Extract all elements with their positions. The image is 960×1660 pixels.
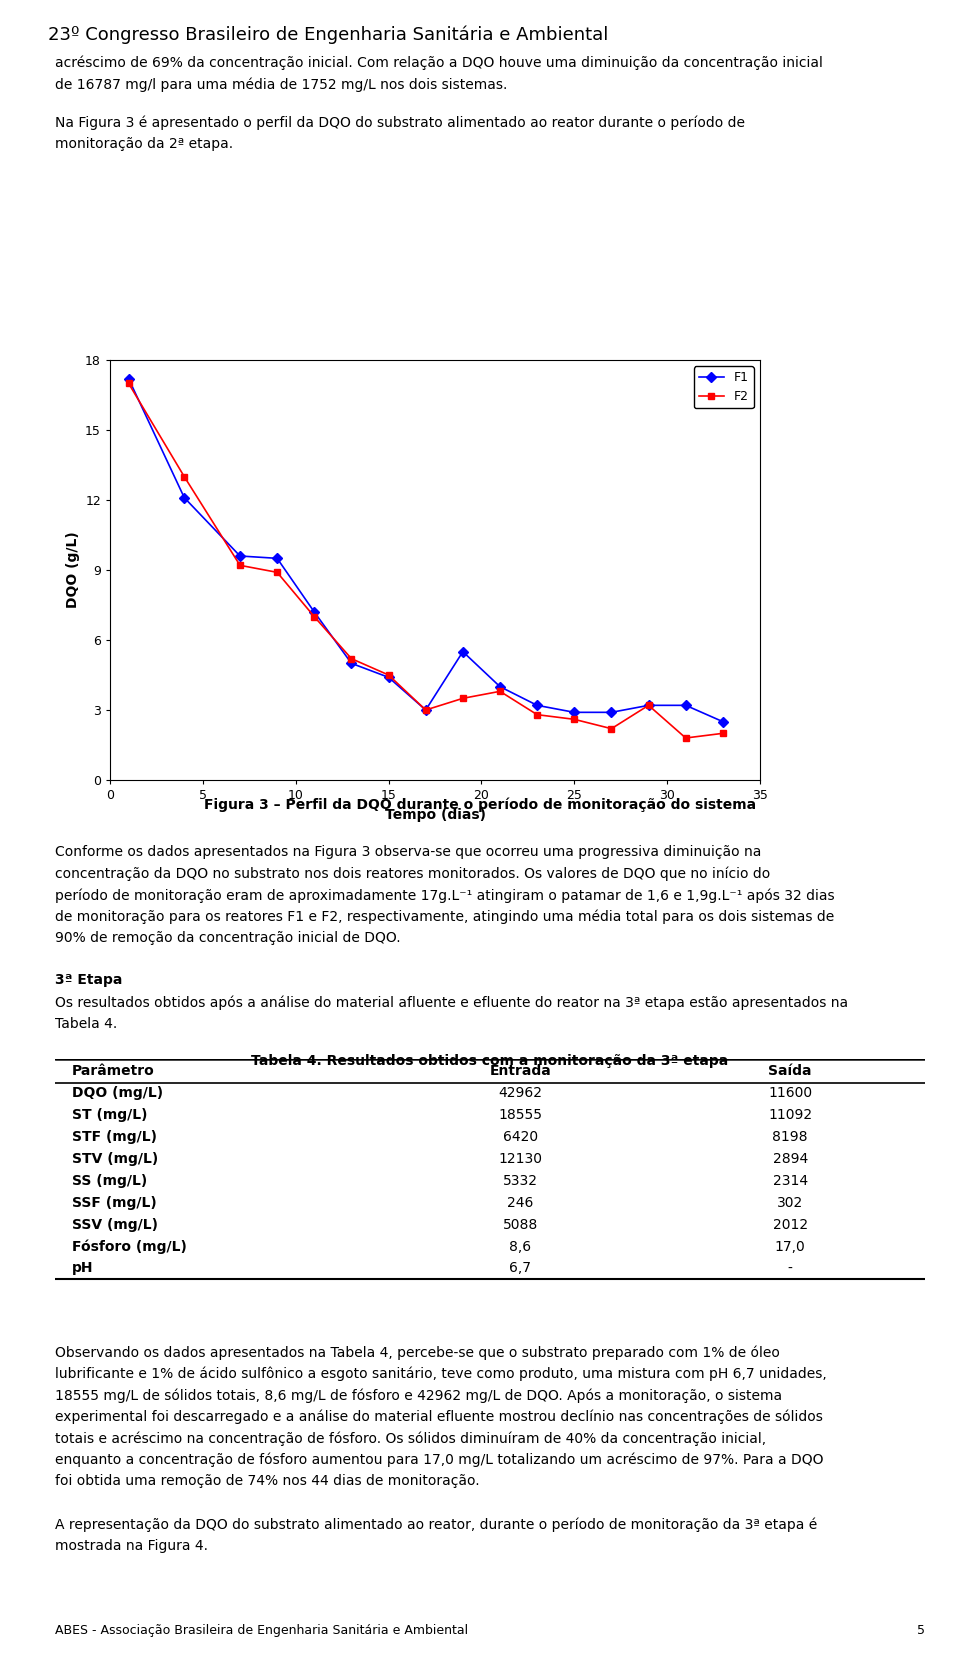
Y-axis label: DQO (g/L): DQO (g/L) — [65, 531, 80, 608]
Text: foi obtida uma remoção de 74% nos 44 dias de monitoração.: foi obtida uma remoção de 74% nos 44 dia… — [55, 1474, 480, 1487]
Text: 17,0: 17,0 — [775, 1240, 805, 1253]
F2 — [346, 649, 357, 669]
Text: 6420: 6420 — [503, 1130, 538, 1144]
Text: pH: pH — [72, 1262, 93, 1275]
Text: 2012: 2012 — [773, 1218, 807, 1232]
Text: 6,7: 6,7 — [510, 1262, 532, 1275]
Line: F2: F2 — [125, 380, 727, 742]
Text: SSF (mg/L): SSF (mg/L) — [72, 1195, 156, 1210]
Text: Os resultados obtidos após a análise do material afluente e efluente do reator n: Os resultados obtidos após a análise do … — [55, 996, 848, 1009]
F1 — [272, 548, 283, 568]
F1 — [494, 677, 506, 697]
Text: Observando os dados apresentados na Tabela 4, percebe-se que o substrato prepara: Observando os dados apresentados na Tabe… — [55, 1345, 780, 1360]
Text: período de monitoração eram de aproximadamente 17g.L⁻¹ atingiram o patamar de 1,: período de monitoração eram de aproximad… — [55, 888, 834, 903]
Text: 18555 mg/L de sólidos totais, 8,6 mg/L de fósforo e 42962 mg/L de DQO. Após a mo: 18555 mg/L de sólidos totais, 8,6 mg/L d… — [55, 1388, 782, 1403]
F2 — [272, 563, 283, 583]
Text: mostrada na Figura 4.: mostrada na Figura 4. — [55, 1539, 208, 1554]
Text: 42962: 42962 — [498, 1087, 542, 1101]
F2 — [494, 681, 506, 701]
F1 — [179, 488, 190, 508]
Text: Figura 3 – Perfil da DQO durante o período de monitoração do sistema: Figura 3 – Perfil da DQO durante o perío… — [204, 798, 756, 812]
F1 — [532, 696, 543, 715]
Text: Parâmetro: Parâmetro — [72, 1064, 155, 1077]
Text: 12130: 12130 — [498, 1152, 542, 1165]
F2 — [532, 706, 543, 725]
F1 — [383, 667, 395, 687]
Text: SS (mg/L): SS (mg/L) — [72, 1174, 147, 1189]
Text: 8,6: 8,6 — [510, 1240, 532, 1253]
Text: 11092: 11092 — [768, 1109, 812, 1122]
Text: Tabela 4.: Tabela 4. — [55, 1018, 117, 1031]
F2 — [383, 666, 395, 686]
Text: 8198: 8198 — [773, 1130, 808, 1144]
F2 — [717, 724, 729, 744]
Text: 2314: 2314 — [773, 1174, 807, 1189]
Text: SSV (mg/L): SSV (mg/L) — [72, 1218, 157, 1232]
Text: 2894: 2894 — [773, 1152, 807, 1165]
F2 — [179, 466, 190, 486]
Text: Na Figura 3 é apresentado o perfil da DQO do substrato alimentado ao reator dura: Na Figura 3 é apresentado o perfil da DQ… — [55, 115, 745, 129]
Text: enquanto a concentração de fósforo aumentou para 17,0 mg/L totalizando um acrésc: enquanto a concentração de fósforo aumen… — [55, 1452, 824, 1467]
F2 — [680, 729, 691, 749]
Text: monitoração da 2ª etapa.: monitoração da 2ª etapa. — [55, 138, 233, 151]
F1 — [346, 654, 357, 674]
X-axis label: Tempo (dias): Tempo (dias) — [385, 807, 486, 822]
Text: totais e acréscimo na concentração de fósforo. Os sólidos diminuíram de 40% da c: totais e acréscimo na concentração de fó… — [55, 1431, 766, 1446]
Text: 246: 246 — [507, 1195, 534, 1210]
F2 — [234, 556, 246, 576]
Text: 5088: 5088 — [503, 1218, 538, 1232]
Text: 5332: 5332 — [503, 1174, 538, 1189]
Text: 23º Congresso Brasileiro de Engenharia Sanitária e Ambiental: 23º Congresso Brasileiro de Engenharia S… — [48, 25, 609, 43]
Text: lubrificante e 1% de ácido sulfônico a esgoto sanitário, teve como produto, uma : lubrificante e 1% de ácido sulfônico a e… — [55, 1366, 827, 1381]
Text: A representação da DQO do substrato alimentado ao reator, durante o período de m: A representação da DQO do substrato alim… — [55, 1517, 817, 1532]
Text: experimental foi descarregado e a análise do material efluente mostrou declínio : experimental foi descarregado e a anális… — [55, 1409, 823, 1424]
Text: DQO (mg/L): DQO (mg/L) — [72, 1087, 162, 1101]
F1 — [568, 702, 580, 722]
F2 — [606, 719, 617, 739]
Text: Saída: Saída — [768, 1064, 812, 1077]
Line: F1: F1 — [125, 375, 727, 725]
F1 — [420, 701, 431, 720]
F2 — [643, 696, 655, 715]
Text: de monitoração para os reatores F1 e F2, respectivamente, atingindo uma média to: de monitoração para os reatores F1 e F2,… — [55, 910, 834, 925]
F1 — [606, 702, 617, 722]
F2 — [457, 689, 468, 709]
F1 — [717, 712, 729, 732]
Text: 5: 5 — [917, 1623, 925, 1637]
Text: acréscimo de 69% da concentração inicial. Com relação a DQO houve uma diminuição: acréscimo de 69% da concentração inicial… — [55, 55, 823, 70]
F1 — [234, 546, 246, 566]
Text: Tabela 4. Resultados obtidos com a monitoração da 3ª etapa: Tabela 4. Resultados obtidos com a monit… — [252, 1054, 729, 1067]
Text: 18555: 18555 — [498, 1109, 542, 1122]
Text: 302: 302 — [777, 1195, 804, 1210]
F2 — [123, 374, 134, 393]
Text: ABES - Associação Brasileira de Engenharia Sanitária e Ambiental: ABES - Associação Brasileira de Engenhar… — [55, 1623, 468, 1637]
F2 — [568, 709, 580, 729]
Text: Fósforo (mg/L): Fósforo (mg/L) — [72, 1240, 186, 1253]
Text: concentração da DQO no substrato nos dois reatores monitorados. Os valores de DQ: concentração da DQO no substrato nos doi… — [55, 867, 770, 881]
Text: STF (mg/L): STF (mg/L) — [72, 1130, 156, 1144]
F2 — [420, 701, 431, 720]
F1 — [680, 696, 691, 715]
Legend: F1, F2: F1, F2 — [694, 367, 754, 408]
Text: STV (mg/L): STV (mg/L) — [72, 1152, 157, 1165]
F1 — [457, 642, 468, 662]
Text: 90% de remoção da concentração inicial de DQO.: 90% de remoção da concentração inicial d… — [55, 931, 400, 945]
Text: Entrada: Entrada — [490, 1064, 551, 1077]
Text: de 16787 mg/l para uma média de 1752 mg/L nos dois sistemas.: de 16787 mg/l para uma média de 1752 mg/… — [55, 76, 508, 91]
F1 — [643, 696, 655, 715]
Text: ST (mg/L): ST (mg/L) — [72, 1109, 147, 1122]
F2 — [308, 606, 320, 626]
F1 — [308, 603, 320, 622]
Text: 11600: 11600 — [768, 1087, 812, 1101]
Text: -: - — [788, 1262, 793, 1275]
Text: 3ª Etapa: 3ª Etapa — [55, 973, 122, 986]
Text: Conforme os dados apresentados na Figura 3 observa-se que ocorreu uma progressiv: Conforme os dados apresentados na Figura… — [55, 845, 761, 858]
F1 — [123, 369, 134, 388]
